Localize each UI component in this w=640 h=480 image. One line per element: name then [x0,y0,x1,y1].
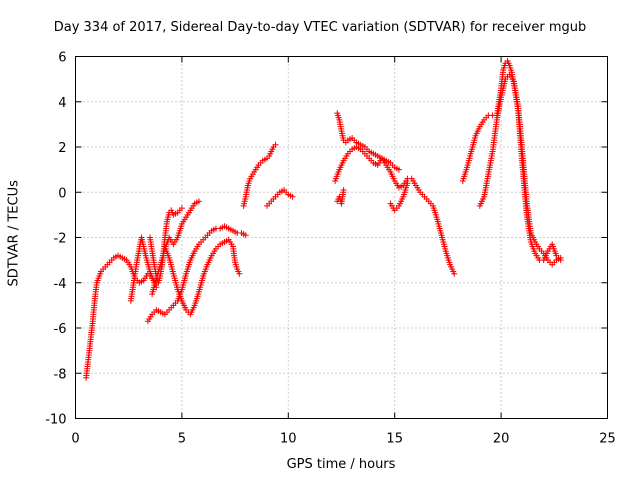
axis-ticks: 0 5 10 15 20 25 -10 -8 -6 -4 -2 0 2 4 6 [45,51,616,447]
data-point [272,141,279,148]
data-point [289,193,296,200]
y-tick-label: -8 [54,367,67,382]
data-point [395,166,402,173]
data-point [178,205,185,212]
y-axis-label: SDTVAR / TECUs [6,180,22,287]
y-tick-label: -10 [45,413,66,428]
y-tick-label: 6 [58,51,66,66]
y-tick-label: 2 [58,141,66,156]
x-tick-label: 25 [599,432,616,447]
x-axis-label: GPS time / hours [286,457,396,472]
data-point [340,186,347,193]
y-tick-label: -6 [54,322,67,337]
y-tick-label: 0 [58,186,66,201]
y-tick-label: -4 [54,277,67,292]
data-point [557,254,564,261]
chart-title: Day 334 of 2017, Sidereal Day-to-day VTE… [53,20,587,35]
data-point [195,198,202,205]
plot-frame [75,56,608,419]
x-tick-label: 20 [493,432,510,447]
data-point [242,232,249,239]
x-tick-label: 5 [178,432,186,447]
data-points [83,58,564,381]
y-tick-label: 4 [58,96,66,111]
x-tick-label: 10 [280,432,297,447]
x-tick-label: 0 [71,432,79,447]
data-point [236,270,243,277]
y-tick-label: -2 [54,232,67,247]
data-point [404,180,411,187]
data-point [451,270,458,277]
x-tick-label: 15 [386,432,403,447]
